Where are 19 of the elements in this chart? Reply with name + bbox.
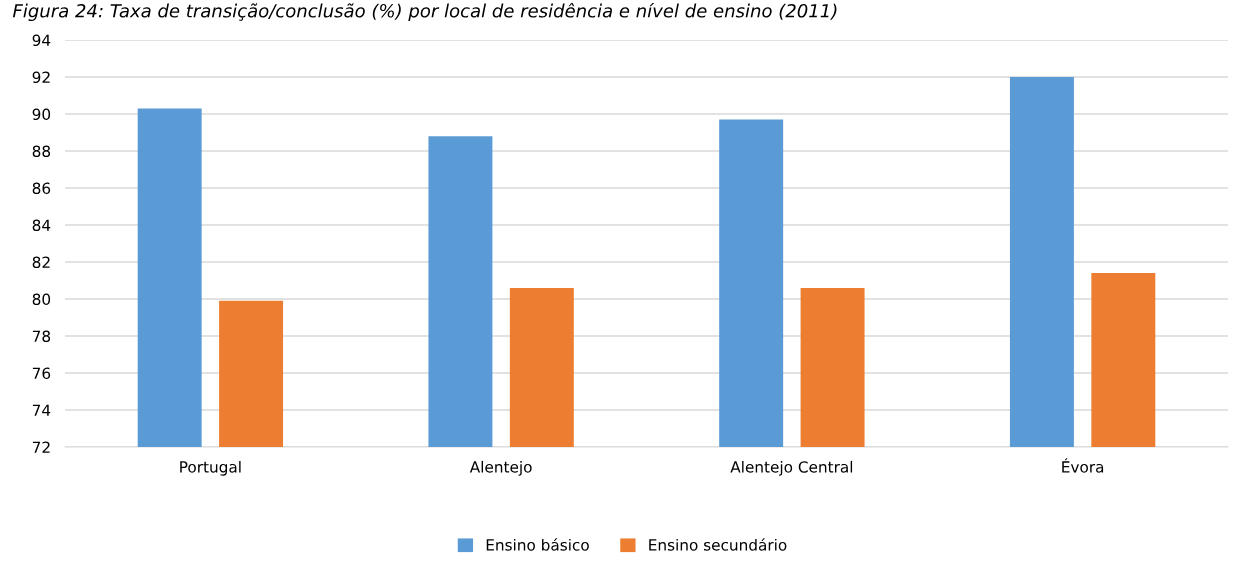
y-tick-label: 82 (32, 256, 50, 269)
x-tick-label: Portugal (180, 460, 241, 476)
y-tick-label: 78 (32, 330, 51, 343)
x-tick-label: Alentejo (469, 460, 532, 476)
y-tick-label: 84 (32, 219, 51, 232)
legend-label: Ensino secundário (649, 538, 787, 551)
y-tick-label: 94 (32, 34, 51, 47)
y-tick-label: 74 (32, 404, 51, 416)
legend-label: Ensino básico (486, 538, 589, 551)
y-tick-label: 80 (32, 293, 51, 306)
y-tick-label: 86 (32, 182, 51, 195)
y-tick-label: 92 (32, 71, 50, 84)
y-tick-label: 76 (32, 367, 51, 380)
x-tick-label: Évora (1062, 458, 1104, 473)
y-tick-label: 88 (32, 145, 51, 158)
y-tick-label: 90 (32, 108, 51, 121)
x-tick-label: Alentejo Central (730, 460, 853, 476)
chart-title: Figura 24: Taxa de transição/conclusão (%) por local de residência e nível de ensino (2011) (12, 2, 837, 22)
y-tick-label: 72 (32, 441, 50, 453)
